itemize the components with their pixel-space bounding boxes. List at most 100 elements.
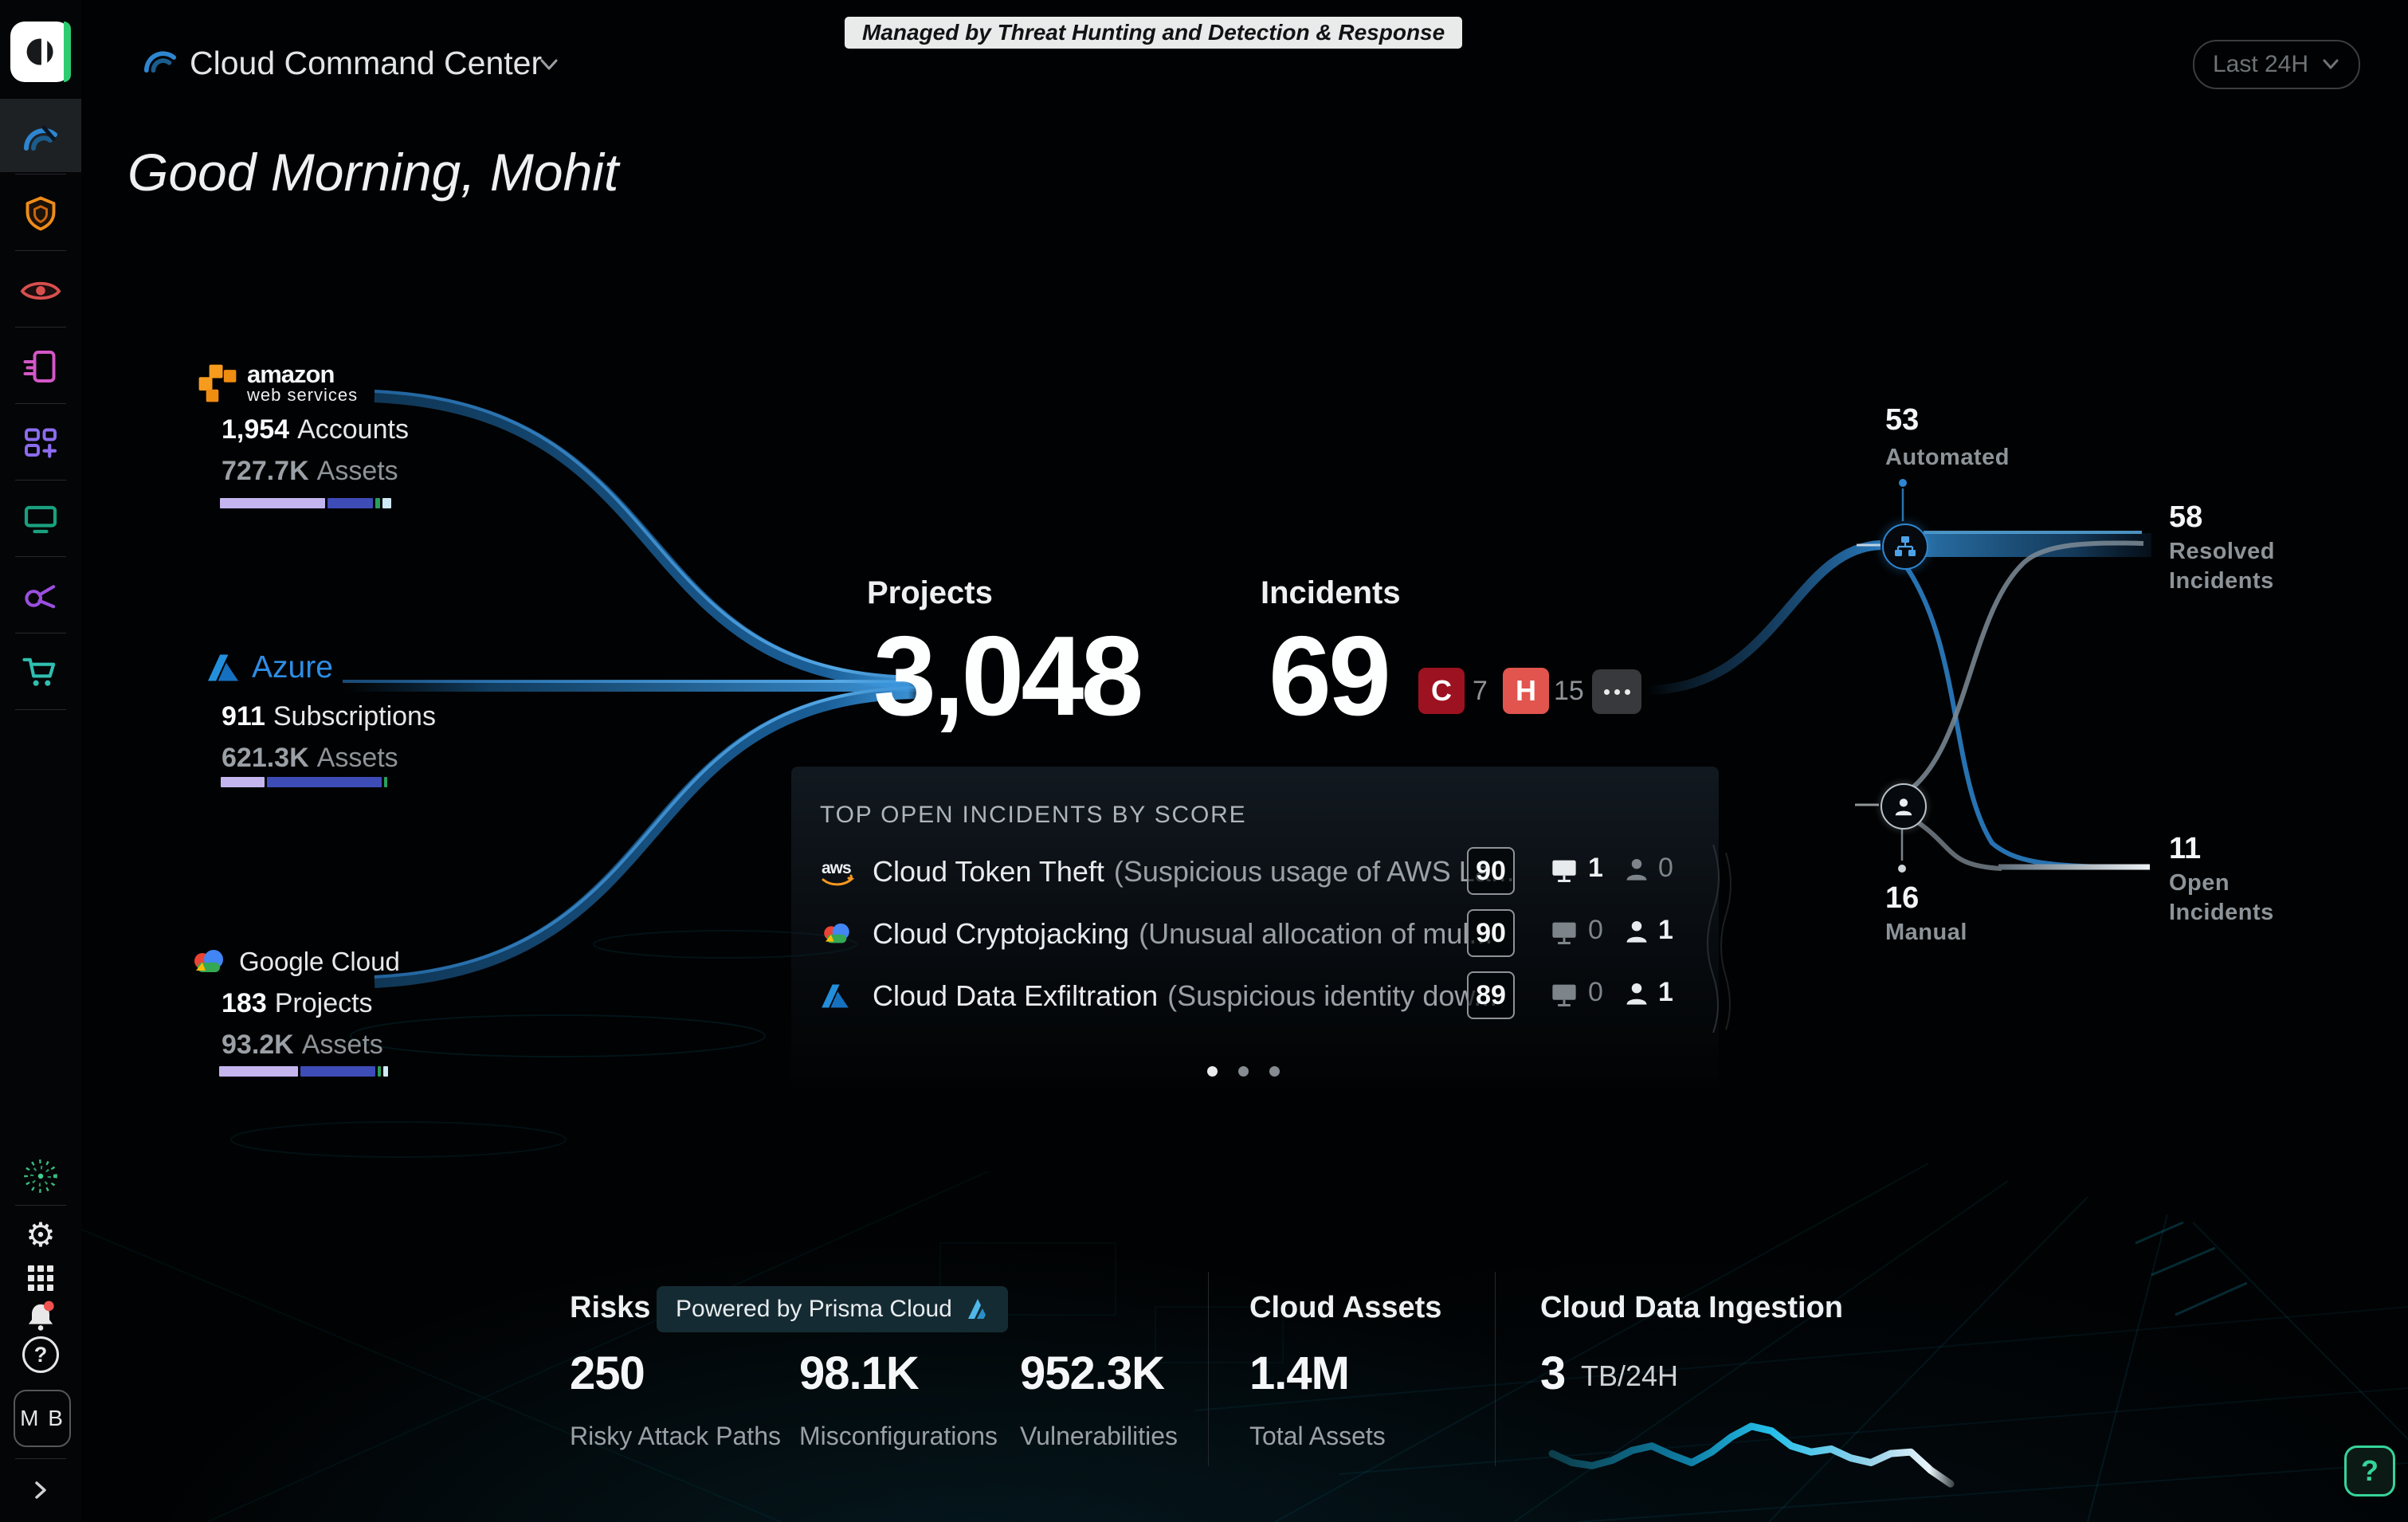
user-count-icon [1626, 920, 1647, 943]
time-range-label: Last 24H [2212, 51, 2309, 77]
projects-label: Projects [867, 575, 993, 610]
sidebar-item-apps[interactable] [0, 1257, 81, 1299]
chevron-down-icon[interactable] [537, 57, 561, 73]
cortex-logo[interactable] [10, 22, 71, 82]
severity-high-badge[interactable]: H [1503, 668, 1549, 714]
asset-bar-segment [382, 498, 391, 508]
time-range-dropdown[interactable]: Last 24H [2193, 40, 2360, 89]
sidebar-expand-button[interactable] [0, 1468, 81, 1512]
user-count-icon [1626, 983, 1647, 1005]
sidebar-item-monitor[interactable] [0, 483, 81, 556]
sidebar-item-command-center[interactable] [0, 99, 81, 172]
sidebar-divider [15, 327, 66, 328]
asset-bar-segment [267, 777, 382, 787]
azure-icon [208, 654, 238, 681]
misconfigurations-value: 98.1K [799, 1347, 920, 1399]
projects-value: 3,048 [873, 613, 1143, 739]
monitor-icon [24, 505, 57, 534]
cloud-assets-value: 1.4M [1249, 1347, 1350, 1399]
aws-asset-bar [220, 498, 391, 508]
asset-bar-segment [377, 1066, 381, 1077]
prisma-cloud-icon [967, 1299, 986, 1319]
panel-title: TOP OPEN INCIDENTS BY SCORE [820, 802, 1247, 828]
google-cloud-logo: Google Cloud [190, 947, 400, 977]
asset-bar-segment [375, 498, 381, 508]
risks-title: Risks [570, 1291, 651, 1324]
apps-grid-icon [28, 1265, 53, 1291]
azure-assets: 621.3K Assets [222, 743, 398, 773]
asset-bar-segment [382, 1066, 388, 1077]
google-cloud-icon [194, 950, 223, 972]
automated-node[interactable] [1882, 524, 1928, 570]
eye-icon [20, 281, 61, 300]
command-center-arcs-icon [23, 125, 57, 151]
incident-desc: (Unusual allocation of mul... [1139, 917, 1493, 950]
sidebar-item-reports[interactable] [0, 330, 81, 403]
sidebar-item-marketplace[interactable] [0, 636, 81, 709]
user-count: 1 [1658, 915, 1673, 945]
chevron-right-icon [35, 1481, 46, 1499]
sidebar-divider [15, 556, 66, 557]
gcp-count: 183 Projects [222, 988, 373, 1018]
more-severities-button[interactable] [1592, 669, 1641, 714]
incident-score: 90 [1467, 847, 1515, 895]
dashboard-add-icon [25, 428, 57, 458]
carousel-dot[interactable] [1238, 1066, 1249, 1077]
sidebar-divider [15, 1205, 66, 1206]
manual-node[interactable] [1881, 783, 1927, 830]
sidebar-item-copilot[interactable] [0, 1140, 81, 1213]
monitor-count: 0 [1588, 977, 1603, 1007]
avatar[interactable]: M B [14, 1390, 71, 1447]
carousel-dot[interactable] [1269, 1066, 1280, 1077]
ingestion-unit: TB/24H [1581, 1359, 1679, 1392]
sidebar-divider [15, 174, 66, 175]
incident-row[interactable]: aws Cloud Token Theft (Suspicious usage … [820, 846, 1700, 897]
asset-bar-segment [220, 498, 325, 508]
section-divider [1208, 1272, 1209, 1466]
sidebar: ⚙ ? M B [0, 0, 81, 1522]
asset-bar-segment [327, 498, 374, 508]
greeting-heading: Good Morning, Mohit [127, 143, 619, 202]
automated-value: 53 [1885, 403, 1920, 437]
automated-label: Automated [1885, 445, 2010, 470]
incident-desc: (Suspicious usage of AWS La... [1113, 855, 1515, 888]
settings-gear-icon: ⚙ [25, 1216, 56, 1253]
sidebar-item-eye[interactable] [0, 253, 81, 327]
incident-row[interactable]: Cloud Cryptojacking (Unusual allocation … [820, 908, 1700, 959]
resolved-value: 58 [2169, 500, 2203, 534]
manual-value: 16 [1885, 881, 1920, 915]
open-incidents-label: Open Incidents [2169, 870, 2274, 925]
aws-icon: aws [820, 856, 861, 888]
sidebar-item-shield[interactable] [0, 177, 81, 250]
severity-critical-badge[interactable]: C [1418, 668, 1465, 714]
page-title[interactable]: Cloud Command Center [190, 45, 543, 81]
ingestion-value: 3 [1540, 1347, 1566, 1399]
sidebar-item-settings[interactable]: ⚙ [0, 1214, 81, 1256]
cloud-assets-title: Cloud Assets [1249, 1291, 1442, 1324]
top-incidents-panel: TOP OPEN INCIDENTS BY SCORE aws Cloud To… [791, 767, 1719, 1100]
vulnerabilities-label: Vulnerabilities [1020, 1422, 1179, 1450]
google-cloud-icon [820, 920, 861, 947]
severity-high-count: 15 [1554, 676, 1584, 706]
risky-attack-paths-label: Risky Attack Paths [570, 1422, 781, 1450]
misconfigurations-label: Misconfigurations [799, 1422, 998, 1450]
user-count-icon [1626, 858, 1647, 881]
sidebar-item-connections[interactable] [0, 559, 81, 633]
carousel-dots [1207, 1066, 1280, 1077]
help-button[interactable]: ? [2344, 1446, 2395, 1497]
user-count: 1 [1658, 977, 1673, 1007]
incident-row[interactable]: Cloud Data Exfiltration (Suspicious iden… [820, 971, 1700, 1022]
vulnerabilities-value: 952.3K [1020, 1347, 1165, 1399]
sidebar-item-notifications[interactable] [0, 1296, 81, 1337]
resolved-label: Resolved Incidents [2169, 539, 2275, 594]
severity-critical-count: 7 [1473, 676, 1488, 706]
aws-assets: 727.7K Assets [222, 456, 398, 486]
sidebar-divider [15, 709, 66, 710]
manual-label: Manual [1885, 920, 1967, 945]
sidebar-item-help[interactable]: ? [0, 1332, 81, 1377]
azure-logo: Azure [206, 650, 333, 685]
carousel-dot[interactable] [1207, 1066, 1218, 1077]
section-divider [1495, 1272, 1496, 1466]
sidebar-item-dashboards[interactable] [0, 406, 81, 480]
cortex-logo-glyph [26, 36, 53, 68]
